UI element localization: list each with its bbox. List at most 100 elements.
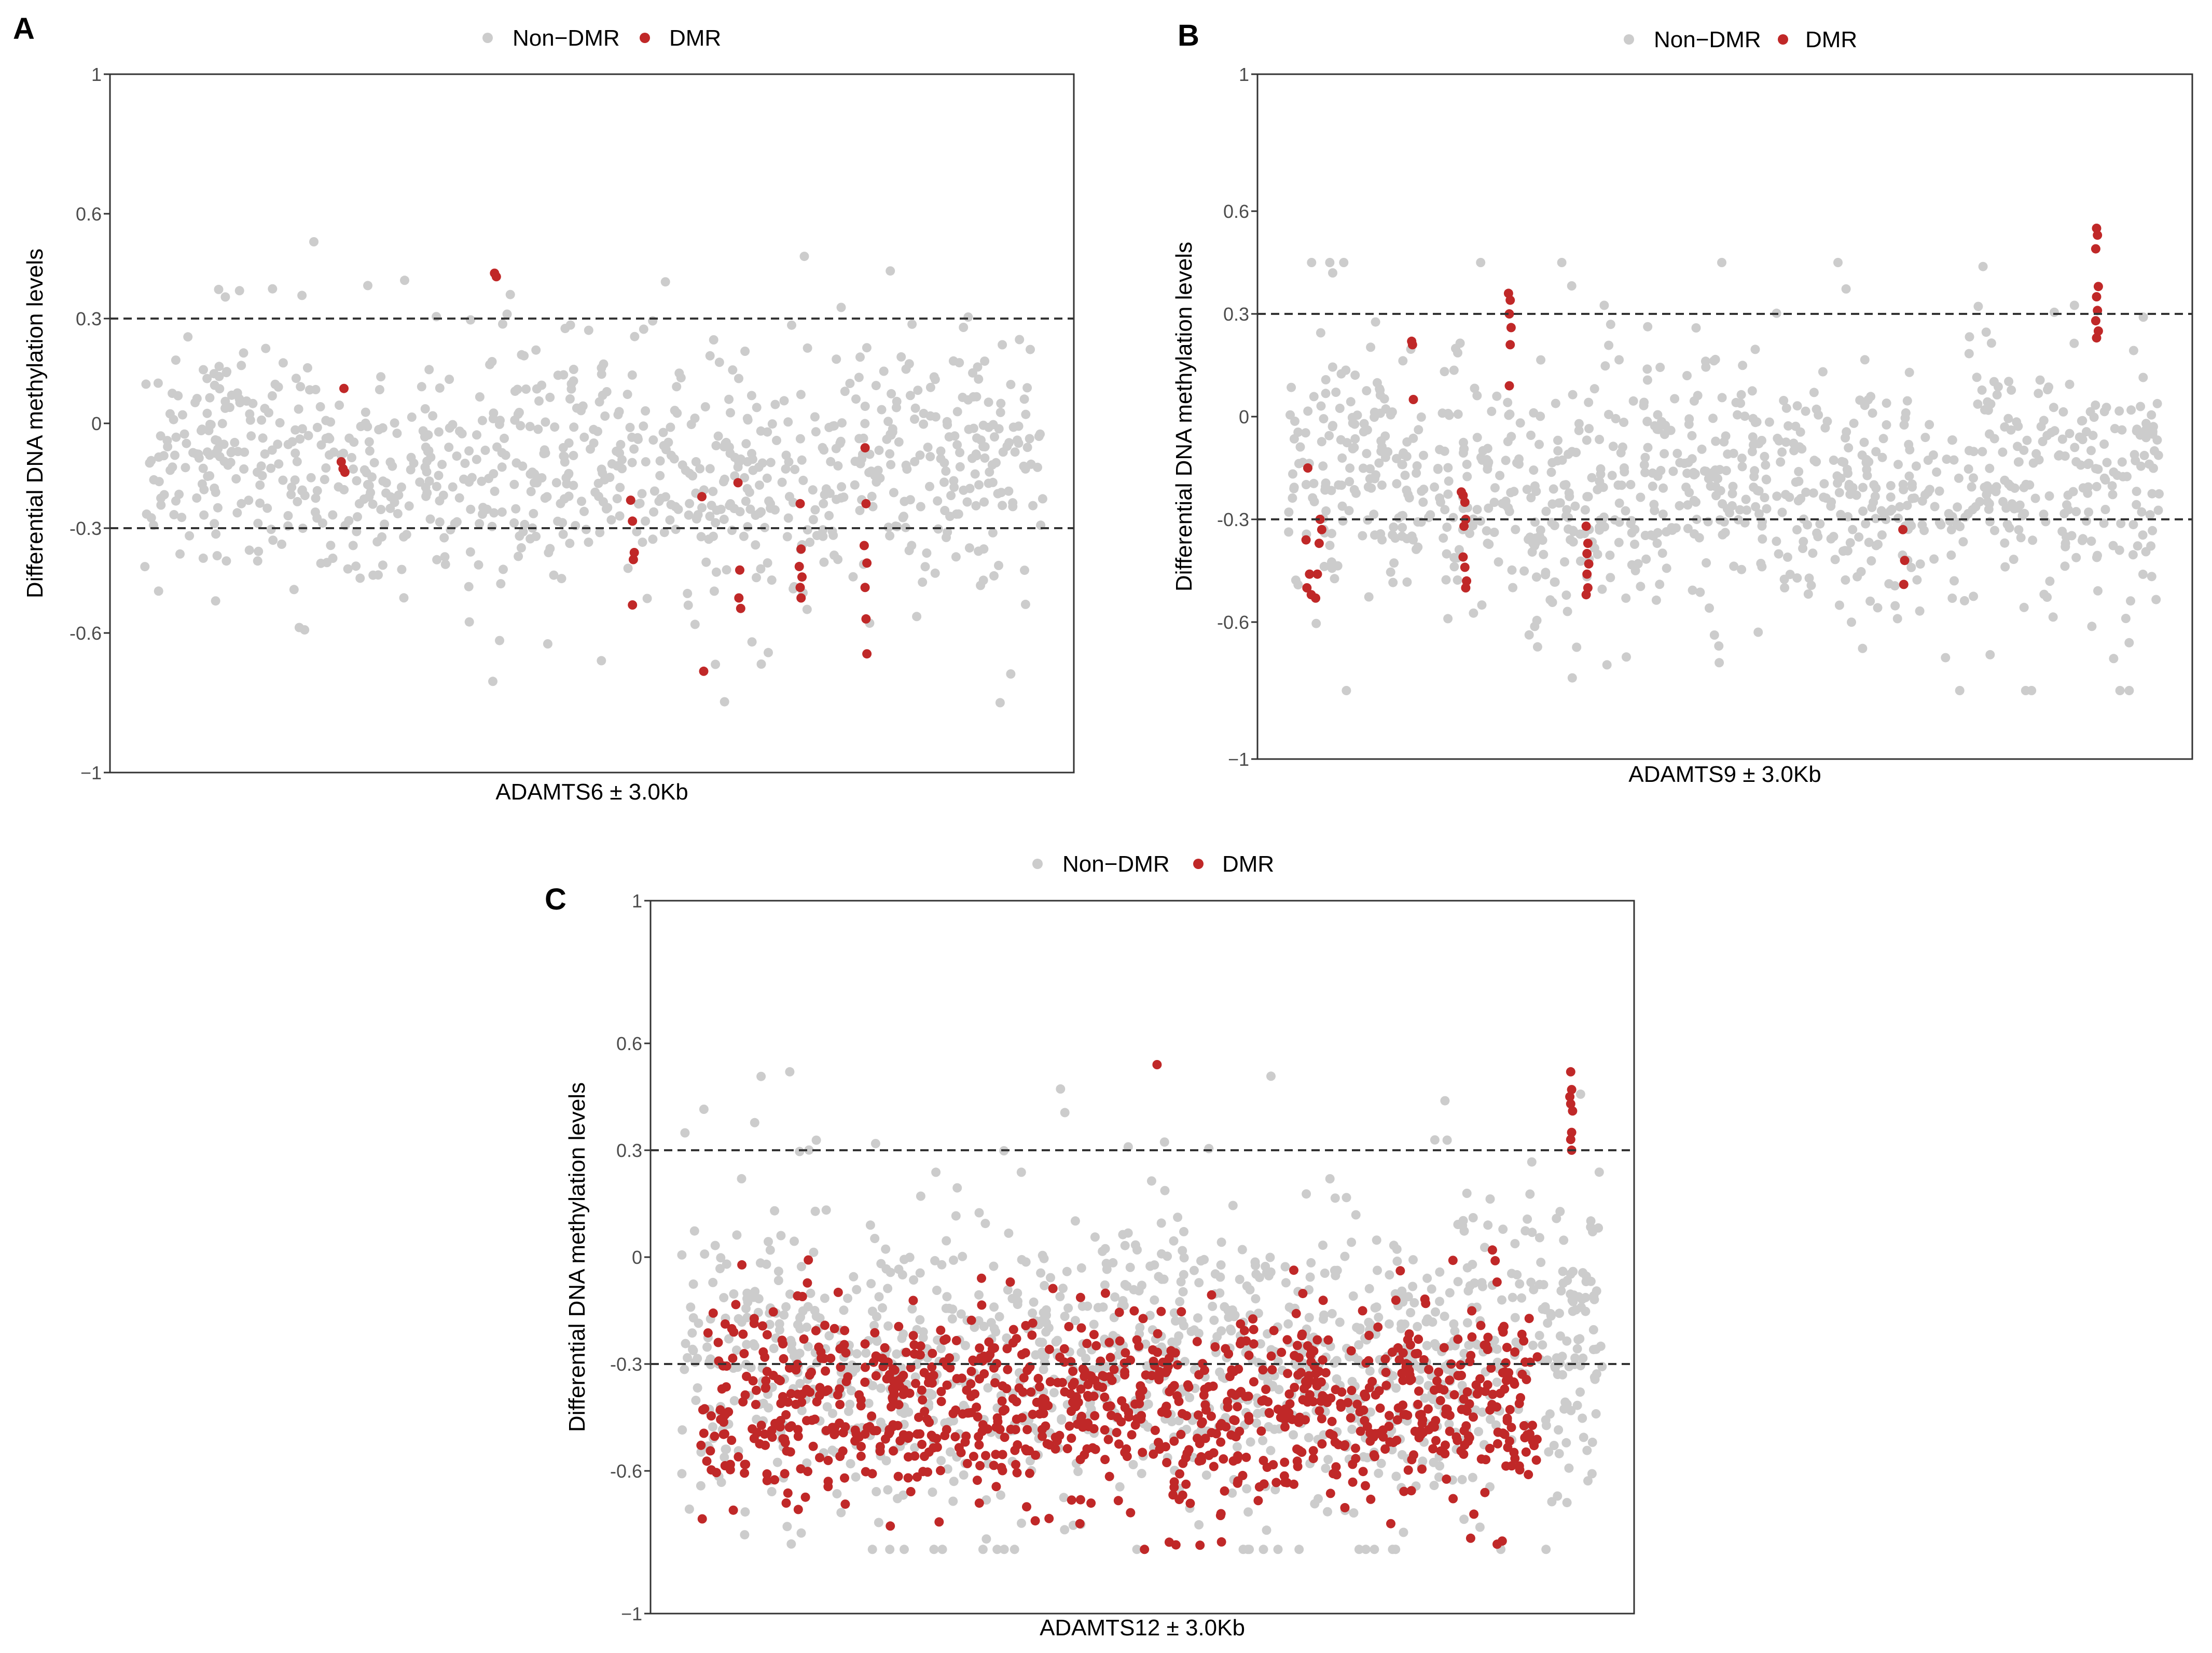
non-dmr-point: [1413, 542, 1423, 552]
non-dmr-point: [1998, 447, 2008, 457]
non-dmr-point: [1059, 1493, 1069, 1503]
non-dmr-point: [595, 528, 605, 538]
panel-c-legend: Non−DMR DMR: [1032, 851, 1274, 877]
non-dmr-point: [1326, 486, 1336, 495]
non-dmr-point: [876, 1417, 886, 1427]
non-dmr-point: [1847, 617, 1856, 627]
non-dmr-point: [1555, 1331, 1565, 1341]
dmr-point: [770, 1475, 780, 1485]
dmr-point: [1460, 1440, 1470, 1450]
non-dmr-point: [1375, 384, 1385, 394]
non-dmr-point: [819, 557, 829, 567]
non-dmr-point: [1150, 1295, 1159, 1305]
dmr-point: [1225, 1372, 1235, 1382]
non-dmr-point: [472, 430, 481, 440]
non-dmr-point: [586, 444, 595, 454]
non-dmr-point: [392, 429, 402, 438]
non-dmr-point: [810, 1206, 820, 1216]
dmr-point: [1466, 1533, 1475, 1543]
non-dmr-point: [1562, 1498, 1572, 1508]
non-dmr-point: [696, 532, 706, 542]
non-dmr-point: [988, 477, 998, 487]
non-dmr-point: [291, 448, 300, 458]
non-dmr-point: [1258, 1436, 1268, 1445]
non-dmr-point: [1381, 404, 1391, 414]
dmr-point: [793, 1505, 803, 1514]
non-dmr-point: [784, 457, 794, 467]
dmr-point: [1073, 1397, 1083, 1407]
non-dmr-point: [1459, 1514, 1469, 1524]
non-dmr-point: [339, 485, 349, 494]
dmr-point: [1898, 525, 1908, 534]
non-dmr-point: [1416, 1364, 1426, 1374]
non-dmr-point: [1316, 401, 1326, 411]
non-dmr-point: [169, 415, 178, 424]
non-dmr-point: [1262, 1525, 1271, 1535]
non-dmr-point: [283, 511, 293, 520]
dmr-point: [1195, 1540, 1205, 1550]
non-dmr-point: [1350, 370, 1360, 380]
non-dmr-point: [2021, 686, 2030, 695]
non-dmr-point: [1820, 423, 1830, 433]
non-dmr-point: [1014, 438, 1024, 448]
dmr-point: [804, 1255, 813, 1265]
non-dmr-point: [907, 319, 917, 329]
non-dmr-point: [1711, 436, 1721, 446]
non-dmr-point: [1441, 575, 1451, 585]
non-dmr-point: [1028, 501, 1038, 511]
non-dmr-point: [1453, 409, 1463, 419]
non-dmr-point: [1352, 1323, 1362, 1332]
non-dmr-point: [936, 446, 946, 456]
non-dmr-point: [963, 312, 973, 322]
dmr-point: [762, 1367, 772, 1376]
non-dmr-point: [784, 492, 794, 502]
non-dmr-point: [990, 432, 999, 442]
non-dmr-point: [1895, 502, 1905, 512]
non-dmr-point: [762, 1259, 771, 1269]
non-dmr-point: [2006, 481, 2015, 491]
dmr-point: [706, 1446, 715, 1456]
dmr-point: [1259, 1479, 1269, 1489]
non-dmr-point: [165, 465, 175, 475]
non-dmr-point: [283, 521, 293, 531]
non-dmr-point: [1653, 424, 1663, 434]
non-dmr-point: [497, 448, 507, 458]
non-dmr-point: [1583, 1476, 1593, 1486]
non-dmr-point: [544, 548, 554, 558]
non-dmr-point: [1992, 390, 2002, 400]
non-dmr-point: [2045, 576, 2055, 586]
non-dmr-point: [974, 1208, 984, 1218]
dmr-point: [1501, 1358, 1511, 1368]
dmr-point: [1086, 1498, 1096, 1508]
non-dmr-point: [343, 564, 353, 574]
non-dmr-point: [2147, 572, 2156, 582]
dmr-point: [1583, 539, 1593, 548]
non-dmr-point: [514, 552, 523, 561]
non-dmr-point: [260, 404, 270, 414]
non-dmr-point: [936, 1456, 946, 1466]
dmr-point: [1100, 1392, 1110, 1402]
dmr-point: [1210, 1342, 1220, 1352]
non-dmr-point: [2138, 530, 2148, 540]
dmr-point: [903, 1452, 913, 1462]
non-dmr-point: [1774, 549, 1784, 559]
non-dmr-point: [1789, 438, 1799, 448]
dmr-point: [1045, 1377, 1055, 1387]
non-dmr-point: [196, 426, 206, 435]
non-dmr-point: [1397, 1450, 1407, 1459]
dmr-point: [1069, 1378, 1079, 1387]
non-dmr-point: [372, 537, 382, 547]
non-dmr-point: [1902, 501, 1912, 511]
non-dmr-point: [740, 1530, 750, 1540]
non-dmr-point: [1559, 1404, 1569, 1414]
dmr-point: [752, 1428, 762, 1438]
non-dmr-point: [915, 450, 925, 460]
non-dmr-point: [1772, 491, 1782, 501]
non-dmr-point: [1324, 431, 1334, 440]
dmr-point: [981, 1451, 990, 1461]
non-dmr-point: [1449, 1319, 1459, 1329]
non-dmr-point: [1622, 652, 1631, 662]
non-dmr-point: [1440, 1096, 1450, 1106]
non-dmr-point: [2108, 490, 2118, 500]
non-dmr-point: [561, 473, 571, 483]
